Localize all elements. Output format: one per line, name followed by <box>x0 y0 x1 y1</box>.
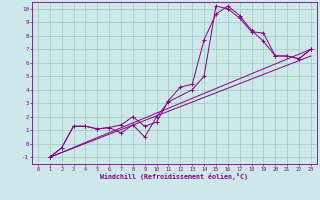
X-axis label: Windchill (Refroidissement éolien,°C): Windchill (Refroidissement éolien,°C) <box>100 173 248 180</box>
